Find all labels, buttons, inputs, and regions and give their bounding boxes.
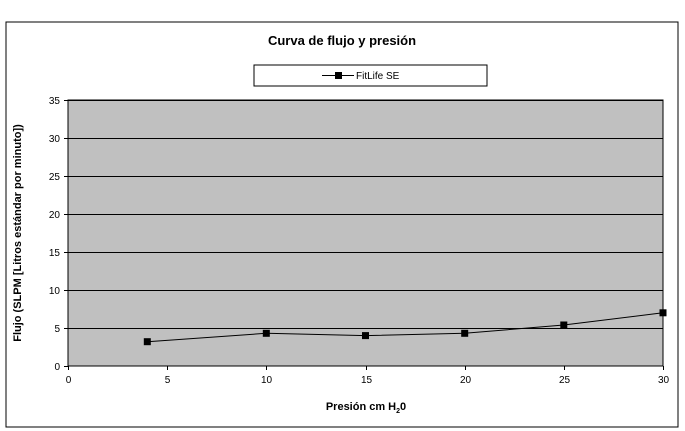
- series-layer: [143, 309, 667, 346]
- legend: FitLife SE: [253, 64, 488, 87]
- x-tick-label-30: 30: [658, 375, 670, 386]
- series-line-0: [147, 312, 664, 343]
- x-tick-label-0: 0: [66, 375, 72, 386]
- data-point-0-2: [362, 332, 369, 340]
- data-point-0-0: [143, 338, 151, 346]
- x-tick-label-25: 25: [559, 375, 571, 386]
- data-point-0-3: [461, 329, 469, 337]
- y-tick-label-15: 15: [49, 248, 61, 259]
- x-tick-label-10: 10: [261, 375, 273, 386]
- grid-lines: [68, 100, 663, 329]
- plot-area: [67, 99, 664, 367]
- y-tick-label-30: 30: [49, 134, 61, 145]
- x-tick-label-20: 20: [460, 375, 472, 386]
- x-tick-label-5: 5: [165, 375, 171, 386]
- y-axis-ticks: 0 5 10 15 20 25 30 35: [49, 96, 68, 373]
- legend-label: FitLife SE: [356, 71, 400, 82]
- legend-box: [253, 64, 488, 87]
- chart-title: Curva de flujo y presión: [268, 33, 416, 48]
- x-axis-label-suffix: 0: [400, 401, 406, 413]
- y-tick-label-35: 35: [49, 96, 61, 107]
- y-tick-label-20: 20: [49, 210, 61, 221]
- data-point-0-5: [659, 309, 667, 317]
- y-tick-label-5: 5: [54, 324, 60, 335]
- x-axis-label-main: Presión cm H: [326, 401, 396, 413]
- legend-marker-swatch: [335, 72, 342, 79]
- y-tick-label-25: 25: [49, 172, 61, 183]
- y-axis-label: Flujo (SLPM [Litros estándar por minuto]…: [12, 124, 24, 342]
- y-tick-label-0: 0: [54, 362, 60, 373]
- x-axis-label: Presión cm H20: [326, 401, 406, 415]
- x-axis-ticks: 0 5 10 15 20 25 30: [66, 366, 670, 386]
- data-point-0-1: [262, 329, 270, 337]
- y-tick-label-10: 10: [49, 286, 61, 297]
- x-tick-label-15: 15: [361, 375, 373, 386]
- data-point-0-4: [560, 321, 568, 329]
- x-axis-label-subscript: 2: [396, 408, 400, 415]
